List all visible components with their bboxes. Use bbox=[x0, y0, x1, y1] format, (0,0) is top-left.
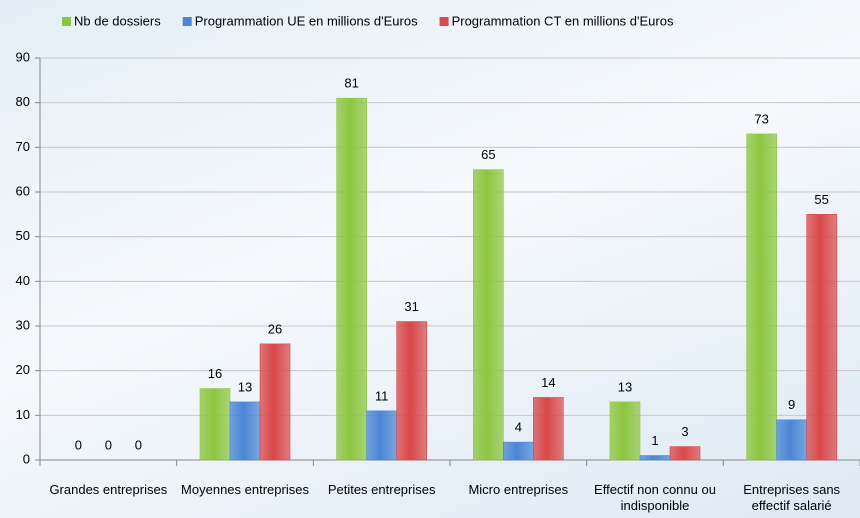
data-label: 0 bbox=[105, 437, 112, 452]
data-label: 31 bbox=[404, 299, 418, 314]
data-label: 55 bbox=[814, 192, 828, 207]
bar bbox=[609, 401, 641, 461]
x-tick-label: Micro entreprises bbox=[468, 482, 569, 497]
bar bbox=[229, 401, 261, 461]
data-label: 26 bbox=[268, 321, 282, 336]
x-tick-label: Grandes entreprises bbox=[49, 482, 168, 497]
data-label: 73 bbox=[754, 111, 768, 126]
bar bbox=[396, 321, 427, 461]
y-tick-label: 10 bbox=[16, 407, 30, 422]
x-tick-label: Petites entreprises bbox=[327, 482, 436, 497]
y-tick-label: 90 bbox=[16, 49, 30, 64]
bar bbox=[259, 343, 291, 461]
y-tick-label: 80 bbox=[16, 94, 30, 109]
bar bbox=[336, 97, 367, 461]
data-label: 1 bbox=[651, 433, 658, 448]
data-label: 11 bbox=[375, 388, 389, 403]
data-label: 16 bbox=[208, 366, 222, 381]
bar bbox=[746, 133, 777, 461]
data-label: 65 bbox=[481, 147, 495, 162]
y-tick-label: 0 bbox=[23, 451, 30, 466]
legend-swatch bbox=[62, 17, 71, 26]
data-label: 13 bbox=[618, 379, 632, 394]
data-label: 0 bbox=[75, 437, 82, 452]
bar bbox=[669, 446, 701, 461]
bar bbox=[366, 410, 397, 461]
bar bbox=[776, 419, 807, 461]
data-label: 81 bbox=[344, 76, 358, 91]
bar bbox=[503, 441, 534, 461]
y-tick-label: 30 bbox=[16, 317, 30, 332]
legend-label: Nb de dossiers bbox=[74, 13, 161, 28]
y-tick-label: 60 bbox=[16, 183, 30, 198]
bar bbox=[199, 388, 231, 461]
bar bbox=[639, 455, 671, 461]
legend-swatch bbox=[182, 17, 192, 26]
y-tick-label: 20 bbox=[16, 362, 30, 377]
bar bbox=[806, 214, 837, 461]
data-label: 4 bbox=[515, 420, 522, 435]
data-label: 3 bbox=[681, 424, 688, 439]
bar bbox=[473, 169, 504, 461]
legend-swatch bbox=[439, 17, 449, 26]
y-tick-label: 50 bbox=[16, 228, 30, 243]
data-label: 0 bbox=[135, 437, 142, 452]
bar bbox=[533, 397, 564, 461]
x-tick-label: Entreprises sans effectif salarié bbox=[743, 482, 841, 513]
x-tick-label: Effectif non connu ou indisponible bbox=[594, 482, 716, 513]
data-label: 14 bbox=[541, 375, 555, 390]
x-tick-label: Moyennes entreprises bbox=[181, 482, 309, 497]
legend-label: Programmation UE en millions d'Euros bbox=[195, 13, 418, 28]
data-label: 9 bbox=[788, 397, 795, 412]
legend-label: Programmation CT en millions d'Euros bbox=[452, 13, 674, 28]
y-tick-label: 40 bbox=[16, 273, 30, 288]
y-tick-label: 70 bbox=[16, 139, 30, 154]
data-label: 13 bbox=[238, 379, 252, 394]
